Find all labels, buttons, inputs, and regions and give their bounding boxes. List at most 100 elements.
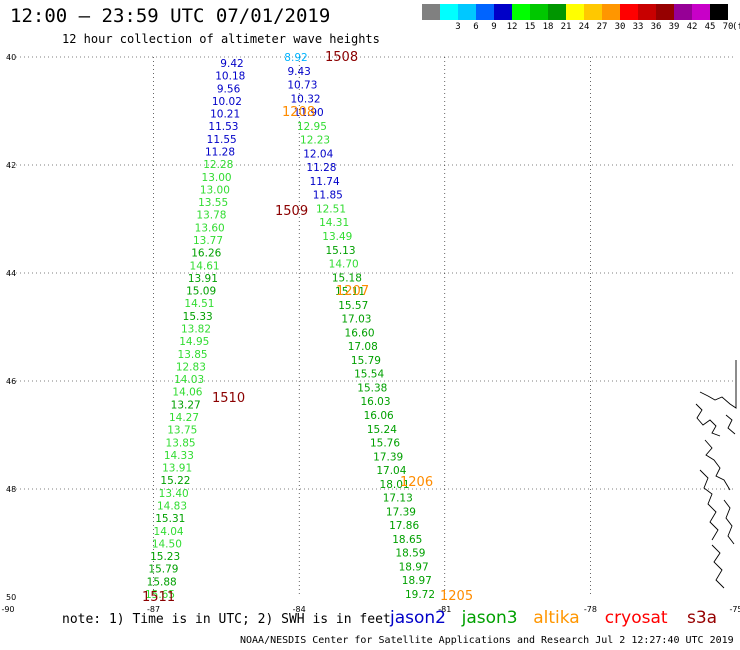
credit-line: NOAA/NESDIS Center for Satellite Applica… [240,635,734,646]
color-swatch [440,4,458,20]
footer-note: note: 1) Time is in UTC; 2) SWH is in fe… [62,612,391,627]
wave-height-label: 17.08 [348,341,378,353]
color-legend-label: 42 [686,22,698,32]
color-legend-label: 45 [704,22,716,32]
wave-height-label: 15.18 [332,272,362,284]
wave-height-label: 18.59 [395,548,425,560]
wave-height-label: 15.65 [145,589,175,601]
wave-height-label: 14.50 [152,538,182,550]
color-legend-label: 21 [560,22,572,32]
wave-height-label: 13.91 [162,463,192,475]
wave-height-label: 14.83 [157,501,187,513]
wave-height-label: 13.49 [322,231,352,243]
wave-height-label: 14.61 [190,260,220,272]
wave-height-label: 11.90 [294,107,324,119]
lat-tick-label: 48 [6,485,16,494]
wave-height-label: 18.65 [392,534,422,546]
color-swatch [674,4,692,20]
wave-height-label: 15.38 [357,382,387,394]
color-legend-label: 3 [455,22,461,32]
color-swatch [584,4,602,20]
wave-height-label: 9.43 [287,66,310,78]
pass-time-label: 1510 [212,391,245,406]
wave-height-label: 14.51 [184,298,214,310]
lon-tick-label: -84 [293,605,306,614]
wave-height-label: 13.27 [171,399,201,411]
wave-height-label: 12.23 [300,135,330,147]
wave-height-label: 16.06 [364,410,394,422]
wave-height-label: 10.18 [215,71,245,83]
color-swatch [620,4,638,20]
wave-height-label: 15.76 [370,438,400,450]
wave-height-label: 18.97 [399,561,429,573]
color-swatch [476,4,494,20]
pass-time-label: 1511 [142,590,175,605]
wave-height-label: 12.28 [203,159,233,171]
lat-tick-label: 44 [6,269,16,278]
wave-height-label: 10.21 [210,109,240,121]
pass-time-label: 1508 [325,50,358,65]
wave-height-label: 11.74 [310,176,340,188]
wave-height-label: 15.11 [335,286,365,298]
color-legend-label: 36 [650,22,662,32]
wave-height-label: 13.85 [178,349,208,361]
wave-height-label: 14.70 [329,259,359,271]
color-swatch [692,4,710,20]
wave-height-label: 14.03 [174,374,204,386]
wave-height-label: 13.85 [166,437,196,449]
wave-height-label: 16.26 [191,248,221,260]
color-legend [422,4,728,20]
pass-time-label: 1509 [275,204,308,219]
color-swatch [530,4,548,20]
lon-tick-label: -75 [729,605,740,614]
wave-height-label: 12.04 [303,148,333,160]
color-legend-unit: (ft) [732,22,740,32]
wave-height-label: 11.53 [208,121,238,133]
wave-height-label: 17.86 [389,520,419,532]
wave-height-label: 13.91 [188,273,218,285]
color-legend-label: 15 [524,22,536,32]
wave-height-label: 13.75 [167,425,197,437]
wave-height-label: 14.33 [164,450,194,462]
wave-height-label: 18.01 [380,479,410,491]
wave-height-label: 16.03 [360,396,390,408]
map-subtitle: 12 hour collection of altimeter wave hei… [62,32,380,46]
wave-height-label: 19.72 [405,589,435,601]
wave-height-label: 13.55 [198,197,228,209]
wave-height-label: 13.60 [195,222,225,234]
wave-height-label: 15.24 [367,424,397,436]
satellite-legend-jason3: jason3 [461,608,518,628]
wave-height-label: 15.13 [325,245,355,257]
color-swatch [602,4,620,20]
color-swatch [494,4,512,20]
wave-height-label: 13.77 [193,235,223,247]
wave-height-label: 15.09 [186,286,216,298]
axis-tick-labels: -90 -87 -84 -81 -78 -75 40 42 44 46 48 50 [1,53,740,614]
wave-height-label: 11.85 [313,190,343,202]
color-legend-label: 12 [506,22,518,32]
color-legend-label: 33 [632,22,644,32]
wave-height-label: 11.28 [205,147,235,159]
wave-height-label: 15.57 [338,300,368,312]
wave-height-label: 15.33 [183,311,213,323]
wave-height-label: 15.22 [160,475,190,487]
wave-height-label: 14.95 [179,336,209,348]
color-legend-label: 24 [578,22,590,32]
wave-height-label: 15.23 [150,551,180,563]
color-swatch [566,4,584,20]
satellite-legend-jason2: jason2 [390,608,446,628]
wave-height-label: 11.28 [306,162,336,174]
pass-time-label: 1205 [440,589,473,604]
wave-height-label: 15.31 [155,513,185,525]
wave-height-label: 14.06 [172,387,202,399]
color-legend-label: 27 [596,22,608,32]
coastline [695,360,737,589]
color-legend-label: 9 [491,22,497,32]
wave-height-label: 13.00 [202,172,232,184]
wave-height-label: 13.82 [181,324,211,336]
wave-height-label: 15.88 [147,576,177,588]
altimeter-tracks: 9.4210.189.5610.0210.2111.5311.5511.2812… [145,52,435,601]
wave-height-label: 16.60 [345,327,375,339]
wave-height-label: 11.55 [207,134,237,146]
pass-time-label: 1208 [282,105,315,120]
